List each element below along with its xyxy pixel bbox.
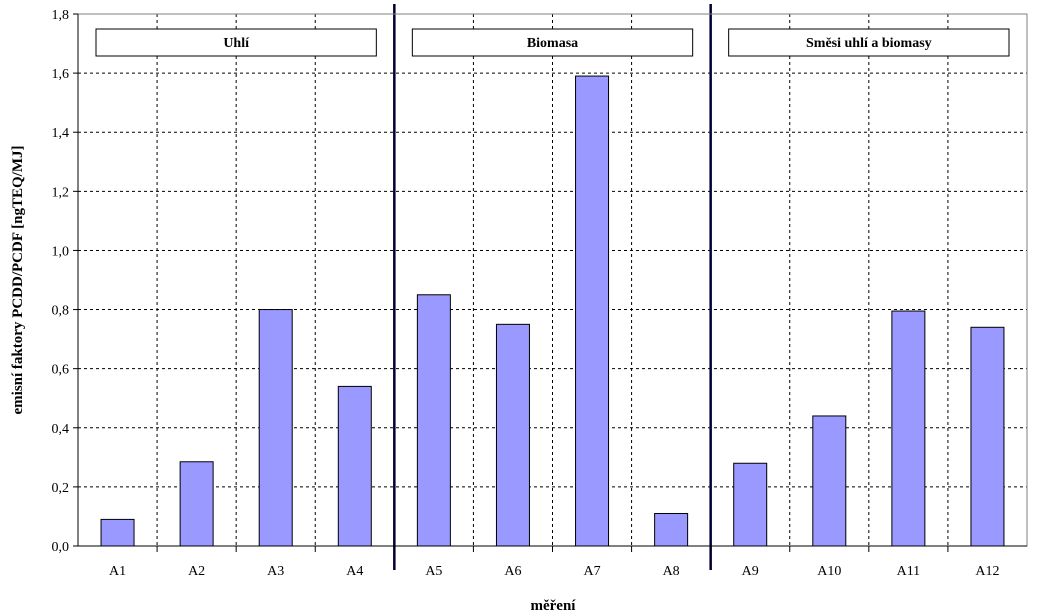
x-tick-label: A5 [425, 564, 442, 579]
x-tick-label: A6 [504, 564, 521, 579]
bar-A6 [495, 323, 530, 547]
x-tick-labels: A1 A2 A3 A4 A5 A6 A7 A8 A9 A10 A11 A12 [109, 564, 1000, 579]
y-tick-label: 0,8 [52, 304, 70, 319]
y-tick-label: 0,0 [52, 540, 70, 555]
y-tick-label: 1,4 [52, 126, 70, 141]
bar-A12 [970, 326, 1005, 547]
x-axis-label: měření [531, 598, 577, 614]
gridlines [78, 14, 1027, 546]
group-separators [393, 4, 712, 570]
x-tick-label: A11 [897, 564, 921, 579]
group-label: Biomasa [527, 36, 578, 51]
axes [73, 13, 1028, 552]
bar-A4 [337, 385, 372, 547]
y-tick-label: 0,6 [52, 363, 70, 378]
bars [100, 75, 1005, 547]
y-tick-label: 1,6 [52, 67, 70, 82]
x-tick-label: A1 [109, 564, 126, 579]
bar-A3 [258, 309, 293, 547]
x-tick-label: A10 [817, 564, 841, 579]
y-tick-labels: 0,0 0,2 0,4 0,6 0,8 1,0 1,2 1,4 1,6 1,8 [52, 8, 70, 555]
x-tick-label: A9 [742, 564, 759, 579]
bar-A9 [733, 462, 768, 547]
y-tick-label: 1,0 [52, 244, 70, 259]
y-tick-label: 0,2 [52, 481, 70, 496]
x-tick-label: A12 [975, 564, 999, 579]
bar-A5 [416, 294, 451, 547]
group-label: Uhlí [223, 36, 250, 51]
x-tick-label: A2 [188, 564, 205, 579]
bar-A1 [100, 518, 135, 547]
x-tick-label: A3 [267, 564, 284, 579]
group-labels: Uhlí Biomasa Směsi uhlí a biomasy [95, 28, 1010, 57]
y-tick-label: 1,2 [52, 185, 70, 200]
y-axis-label: emisní faktory PCDD/PCDF [ngTEQ/MJ] [10, 145, 26, 414]
group-label-box [95, 28, 377, 57]
bar-A7 [575, 75, 610, 547]
bar-A10 [812, 415, 847, 547]
group-label-box [728, 28, 1010, 57]
y-tick-label: 0,4 [52, 422, 70, 437]
x-tick-label: A4 [346, 564, 363, 579]
group-label-box [411, 28, 694, 57]
x-tick-label: A8 [663, 564, 680, 579]
group-label: Směsi uhlí a biomasy [806, 36, 932, 51]
y-tick-label: 1,8 [52, 8, 70, 23]
x-tick-label: A7 [583, 564, 600, 579]
bar-A8 [654, 512, 689, 547]
bar-A11 [891, 310, 926, 547]
bar-A2 [179, 461, 214, 547]
